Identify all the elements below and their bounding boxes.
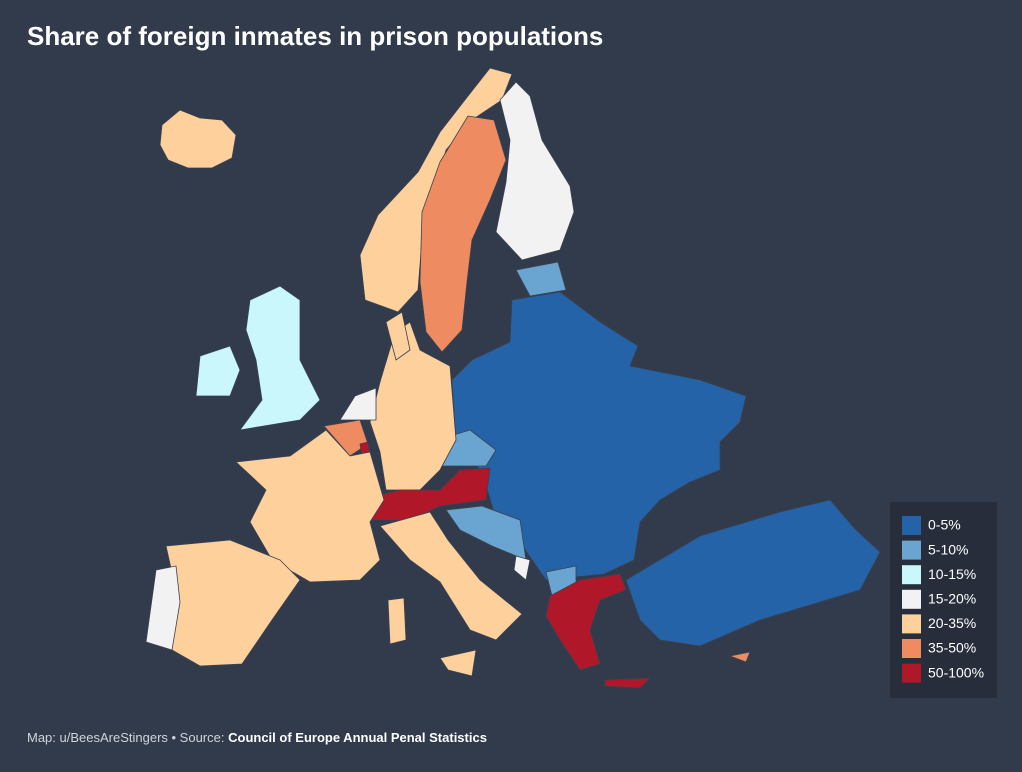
legend-label: 0-5%	[928, 517, 961, 533]
legend-label: 15-20%	[928, 591, 976, 607]
legend-swatch	[902, 614, 921, 634]
footer: Map: u/BeesAreStingers • Source: Council…	[27, 730, 487, 745]
greece	[545, 573, 627, 671]
ireland	[195, 345, 241, 397]
finland	[495, 81, 575, 261]
italy	[379, 511, 523, 641]
france	[235, 429, 385, 583]
legend-swatch	[902, 639, 921, 658]
map-title: Share of foreign inmates in prison popul…	[27, 21, 603, 51]
legend-label: 5-10%	[928, 541, 968, 557]
norway	[359, 67, 513, 313]
montenegro	[513, 555, 531, 581]
legend-swatch	[902, 540, 921, 560]
sardinia	[387, 597, 407, 645]
netherlands	[339, 387, 377, 421]
legend: 0-5% 5-10% 10-15% 15-20% 20-35% 35-50% 50-100%	[890, 502, 997, 698]
legend-label: 10-15%	[928, 566, 976, 582]
sicily	[439, 649, 477, 677]
estonia	[515, 261, 567, 297]
legend-swatch	[902, 565, 921, 585]
legend-swatch	[902, 516, 921, 535]
great-britain	[239, 285, 321, 431]
portugal	[145, 565, 181, 651]
turkey	[625, 499, 881, 647]
sweden	[419, 115, 507, 353]
legend-label: 35-50%	[928, 640, 976, 656]
legend-label: 20-35%	[928, 615, 976, 631]
austria-switzerland	[359, 467, 491, 521]
map-regions	[145, 67, 881, 689]
iceland	[159, 109, 237, 169]
legend-label: 50-100%	[928, 664, 984, 680]
legend-swatch	[902, 663, 921, 683]
denmark	[385, 311, 411, 361]
germany	[369, 321, 457, 491]
legend-swatch	[902, 589, 921, 609]
source: Council of Europe Annual Penal Statistic…	[228, 730, 487, 745]
cyprus	[729, 651, 751, 663]
crete	[604, 677, 651, 689]
credit: Map: u/BeesAreStingers • Source:	[27, 730, 224, 745]
